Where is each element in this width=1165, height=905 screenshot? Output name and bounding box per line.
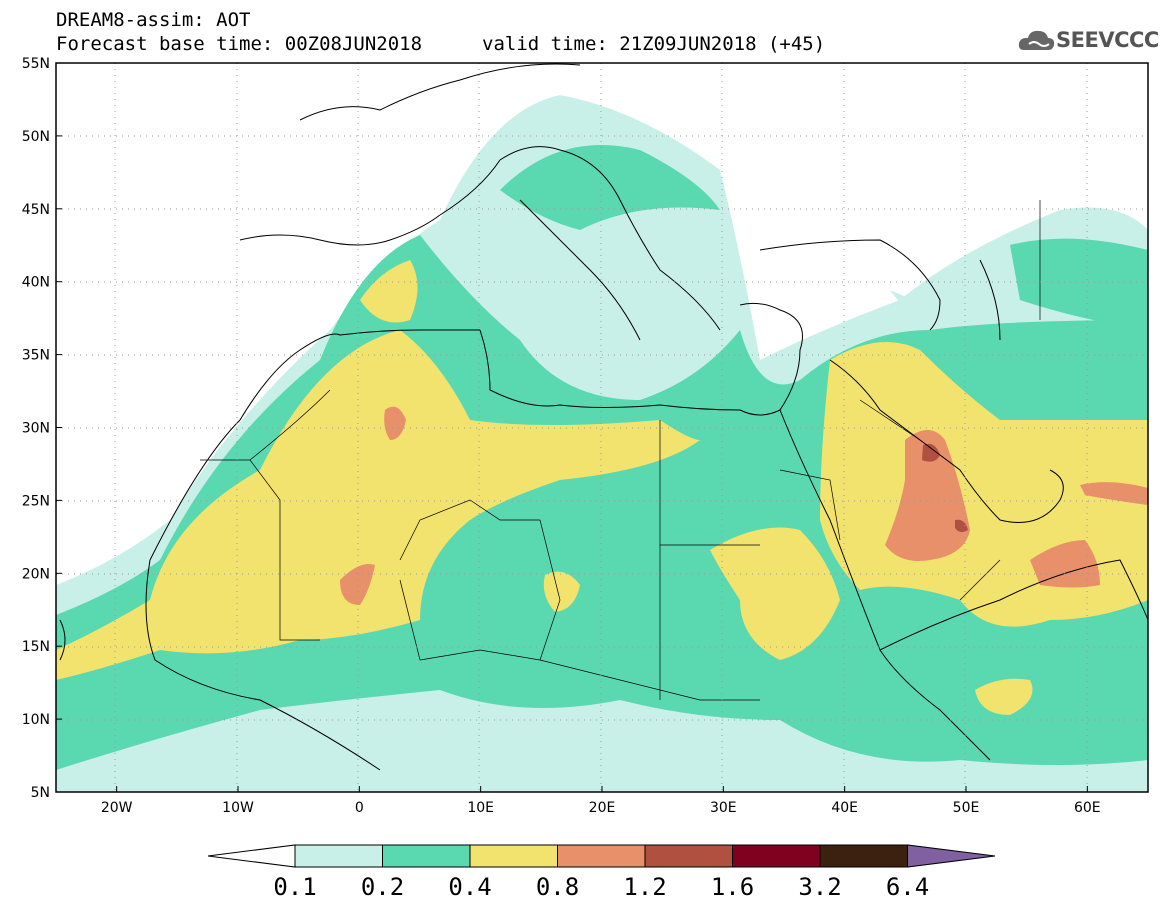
- lat-tick-label: 30N: [22, 421, 50, 437]
- colorbar-segment: [819, 844, 908, 868]
- colorbar-label: 1.2: [623, 873, 666, 901]
- lat-tick-label: 15N: [22, 639, 50, 655]
- aot-contours: [56, 63, 1148, 792]
- colorbar-label: 3.2: [798, 873, 841, 901]
- aot-band-0.4: [56, 330, 700, 680]
- country-borders: [200, 200, 1041, 701]
- colorbar: 0.1 0.2 0.4 0.8 1.2 1.6 3.2 6.4: [207, 844, 996, 901]
- lon-tick-label: 10W: [222, 800, 254, 816]
- lat-tick-labels: 55N 50N 45N 40N 35N 30N 25N 20N 15N 10N 5N: [22, 56, 62, 801]
- lat-tick-label: 25N: [22, 493, 50, 509]
- lon-tick-label: 20E: [589, 800, 616, 816]
- logo-text: SEEVCCC: [1056, 28, 1159, 52]
- lat-tick-label: 5N: [31, 785, 50, 801]
- colorbar-label: 0.2: [361, 873, 404, 901]
- lat-tick-label: 35N: [22, 348, 50, 364]
- colorbar-segment: [644, 844, 733, 868]
- colorbar-min-arrow: [207, 844, 296, 868]
- colorbar-label: 6.4: [886, 873, 929, 901]
- forecast-base-time: Forecast base time: 00Z08JUN2018: [56, 33, 423, 55]
- lon-tick-label: 50E: [953, 800, 980, 816]
- aot-band-0.8: [885, 430, 970, 561]
- lon-tick-label: 20W: [101, 800, 133, 816]
- lon-tick-label: 40E: [831, 800, 858, 816]
- colorbar-label: 0.1: [273, 873, 316, 901]
- lat-tick-label: 10N: [22, 712, 50, 728]
- cloud-logo-icon: [1018, 30, 1055, 50]
- colorbar-segment: [382, 844, 471, 868]
- colorbar-segment: [557, 844, 646, 868]
- graticule: [56, 63, 1148, 792]
- lon-tick-label: 10E: [467, 800, 494, 816]
- lat-tick-label: 20N: [22, 566, 50, 582]
- colorbar-segment: [469, 844, 558, 868]
- lon-tick-label: 0: [355, 800, 364, 816]
- map-title: DREAM8-assim: AOT: [56, 9, 251, 31]
- lat-tick-label: 50N: [22, 129, 50, 145]
- colorbar-label: 1.6: [711, 873, 754, 901]
- lon-tick-label: 60E: [1074, 800, 1101, 816]
- lat-tick-label: 55N: [22, 56, 50, 72]
- colorbar-label: 0.4: [448, 873, 491, 901]
- lat-tick-label: 40N: [22, 275, 50, 291]
- colorbar-max-arrow: [907, 844, 996, 868]
- lon-tick-label: 30E: [710, 800, 737, 816]
- aot-band-1.2: [922, 443, 940, 462]
- lat-tick-label: 45N: [22, 202, 50, 218]
- valid-time: valid time: 21Z09JUN2018 (+45): [482, 33, 826, 55]
- colorbar-segment: [294, 844, 383, 868]
- lon-tick-labels: 20W 10W 0 10E 20E 30E 40E 50E 60E: [101, 786, 1101, 816]
- colorbar-segment: [732, 844, 821, 868]
- colorbar-label: 0.8: [536, 873, 579, 901]
- coastlines: [59, 63, 1148, 771]
